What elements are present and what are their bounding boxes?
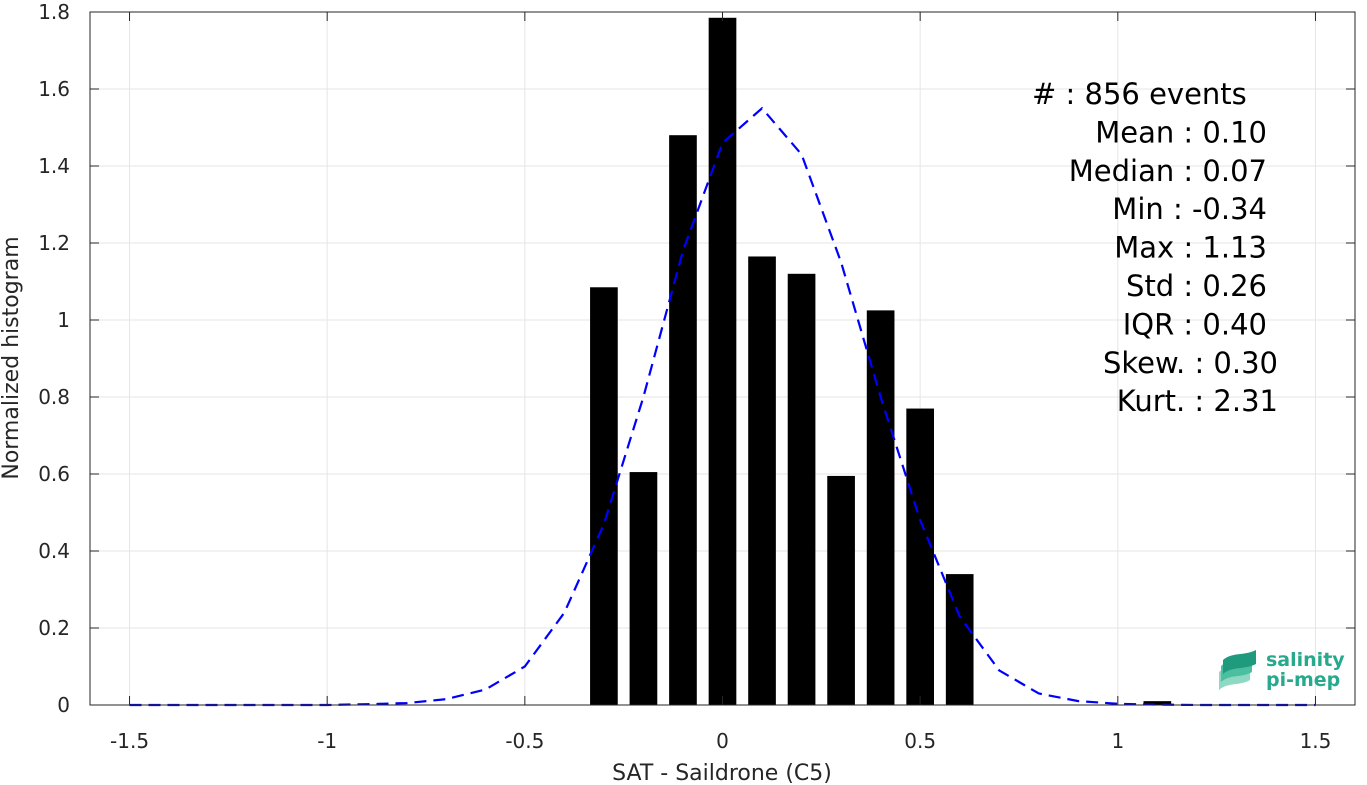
salinity-pi-mep-logo: salinity pi-mep xyxy=(1219,649,1345,691)
stat-median: Median : 0.07 xyxy=(1069,154,1267,188)
stats-box: # : 856 events Mean : 0.10 Median : 0.07 Mi… xyxy=(1032,77,1278,418)
y-tick-label: 0.2 xyxy=(38,616,70,640)
stat-min: Min : -0.34 xyxy=(1112,192,1267,226)
stat-iqr: IQR : 0.40 xyxy=(1123,307,1267,341)
histogram-bar xyxy=(866,310,895,705)
histogram-bar xyxy=(629,472,658,705)
histogram-bar xyxy=(748,256,776,705)
logo-wave-icon xyxy=(1219,650,1256,690)
x-tick-label: -1 xyxy=(317,729,337,753)
y-tick-label: 0 xyxy=(57,693,70,717)
y-tick-label: 0.6 xyxy=(38,462,70,486)
histogram-bar xyxy=(669,135,697,705)
y-tick-label: 0.4 xyxy=(38,539,70,563)
logo-text-pi-mep: pi-mep xyxy=(1266,669,1340,691)
logo-text-salinity: salinity xyxy=(1266,649,1345,671)
y-tick-label: 1.2 xyxy=(38,231,70,255)
histogram-bar xyxy=(708,17,737,705)
x-tick-label: 1.5 xyxy=(1300,729,1332,753)
y-tick-label: 0.8 xyxy=(38,385,70,409)
x-tick-label: 1 xyxy=(1111,729,1124,753)
y-axis-label: Normalized histogram xyxy=(0,236,24,479)
stat-events: # : 856 events xyxy=(1032,77,1247,111)
stat-skew: Skew. : 0.30 xyxy=(1103,346,1278,380)
histogram-bars xyxy=(590,17,1172,705)
x-tick-label: 0 xyxy=(716,729,729,753)
y-tick-label: 1 xyxy=(57,308,70,332)
y-tick-label: 1.4 xyxy=(38,154,70,178)
axis-ticks: -1.5 -1 -0.5 0 0.5 1 1.5 0 0.2 0.4 0.6 0.8 1 1.2 1.4 1.… xyxy=(38,0,1355,753)
stat-kurt: Kurt. : 2.31 xyxy=(1117,384,1278,418)
histogram-bar xyxy=(906,408,934,705)
histogram-bar xyxy=(827,475,855,705)
x-tick-label: -0.5 xyxy=(505,729,544,753)
y-tick-label: 1.6 xyxy=(38,77,70,101)
stat-std: Std : 0.26 xyxy=(1126,269,1267,303)
histogram-bar xyxy=(787,273,816,705)
x-tick-label: -1.5 xyxy=(110,729,149,753)
stat-mean: Mean : 0.10 xyxy=(1095,115,1267,149)
y-tick-label: 1.8 xyxy=(38,0,70,24)
x-axis-label: SAT - Saildrone (C5) xyxy=(612,761,832,785)
histogram-bar xyxy=(1143,701,1172,705)
x-tick-label: 0.5 xyxy=(904,729,936,753)
stat-max: Max : 1.13 xyxy=(1114,231,1267,265)
